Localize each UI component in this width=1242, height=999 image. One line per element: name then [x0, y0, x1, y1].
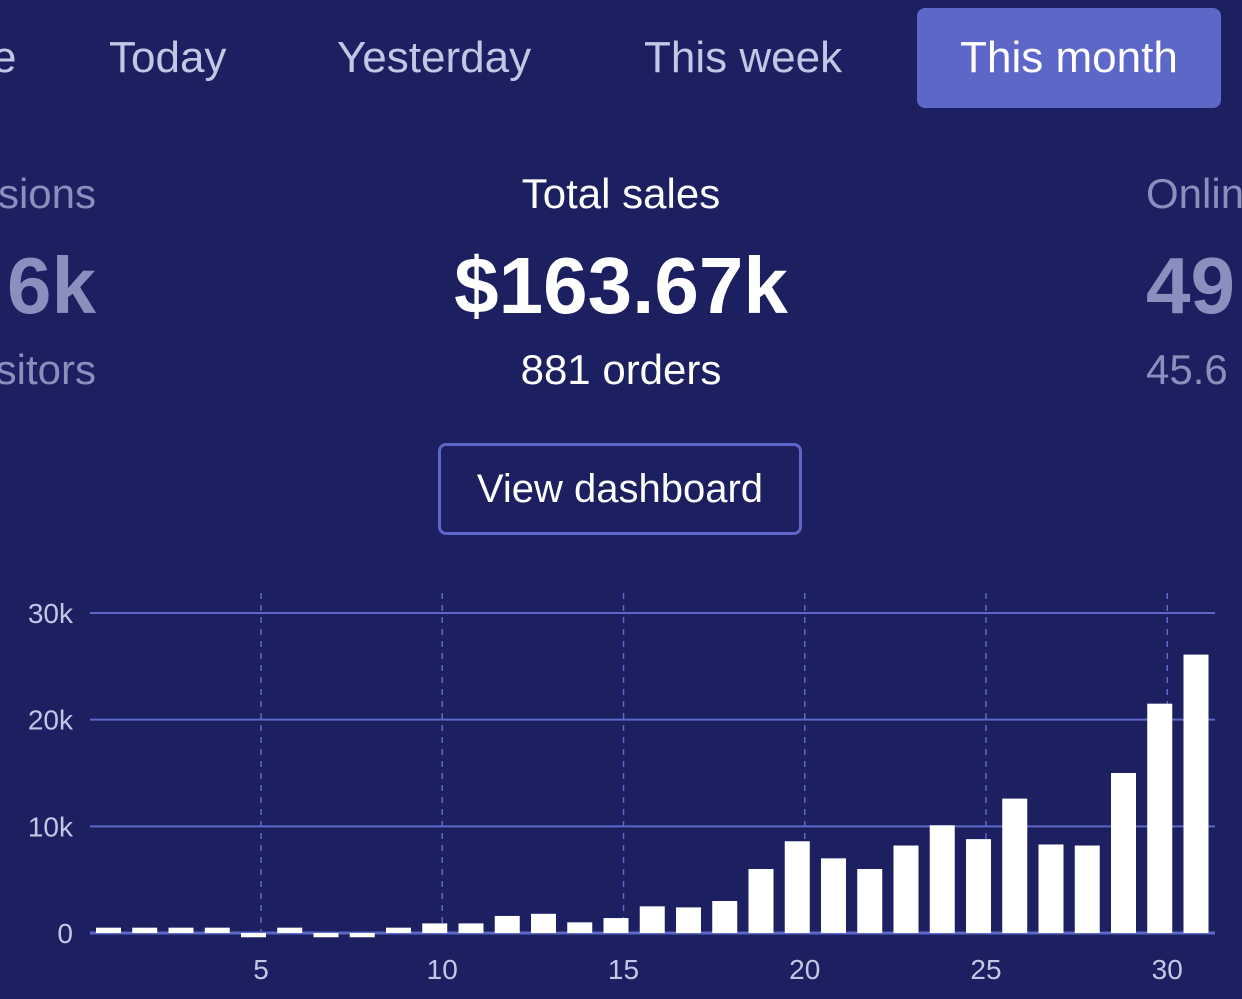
bar — [494, 915, 520, 933]
bar — [603, 918, 629, 933]
bar — [929, 825, 955, 933]
tab-this-week[interactable]: This week — [644, 33, 843, 82]
bar — [712, 901, 738, 933]
x-tick-label: 10 — [427, 954, 458, 985]
bar — [531, 913, 556, 933]
stat-online: Onlin 49 45.6 — [1146, 170, 1242, 394]
bar — [386, 927, 411, 933]
stat-value: 6k — [7, 241, 96, 330]
y-tick-label: 10k — [28, 811, 74, 842]
bar — [1074, 845, 1100, 933]
bar — [857, 869, 883, 933]
bar — [893, 845, 919, 933]
stat-total-sales: Total sales $163.67k 881 orders — [421, 170, 821, 394]
bar — [422, 923, 448, 933]
stat-sub: 881 orders — [520, 346, 722, 393]
bar — [458, 923, 484, 933]
bar — [168, 927, 194, 933]
y-tick-label: 20k — [28, 705, 74, 736]
sales-bar-chart: 0 10k 20k 30k 5 10 15 20 25 30 — [28, 593, 1215, 985]
tab-partial[interactable]: e — [0, 33, 17, 82]
tab-this-month[interactable]: This month — [917, 8, 1221, 108]
bar — [313, 933, 339, 938]
stat-value: $163.67k — [454, 241, 788, 330]
x-tick-label: 5 — [253, 954, 269, 985]
bar — [784, 841, 810, 933]
bar — [966, 839, 991, 933]
bar — [1111, 773, 1136, 933]
stat-value: 49 — [1146, 241, 1235, 330]
bar — [639, 906, 665, 933]
stat-sub: 45.6 — [1146, 346, 1228, 393]
y-tick-label: 0 — [57, 918, 73, 949]
tab-yesterday[interactable]: Yesterday — [337, 33, 532, 82]
view-dashboard-button[interactable]: View dashboard — [438, 443, 802, 535]
bar — [567, 922, 593, 933]
stat-label: Onlin — [1146, 170, 1242, 217]
stat-label: Total sales — [521, 170, 721, 217]
bar — [1038, 844, 1064, 933]
x-tick-label: 25 — [970, 954, 1001, 985]
tab-today[interactable]: Today — [109, 33, 227, 82]
x-tick-label: 20 — [789, 954, 820, 985]
bar — [1183, 654, 1209, 933]
x-tick-label: 30 — [1152, 954, 1183, 985]
bar — [132, 927, 158, 933]
bar — [349, 933, 375, 938]
bar — [204, 927, 230, 933]
bar — [748, 869, 774, 933]
stat-sub: sitors — [0, 346, 96, 393]
bar — [277, 927, 303, 933]
x-tick-label: 15 — [608, 954, 639, 985]
y-tick-label: 30k — [28, 598, 74, 629]
stat-sessions: sions 6k sitors — [0, 170, 96, 394]
bar — [1147, 703, 1173, 933]
bar — [1002, 798, 1028, 933]
bar — [821, 858, 846, 933]
stat-label: sions — [0, 170, 96, 217]
bar — [241, 933, 266, 938]
bar — [676, 907, 701, 933]
bar — [96, 927, 121, 933]
